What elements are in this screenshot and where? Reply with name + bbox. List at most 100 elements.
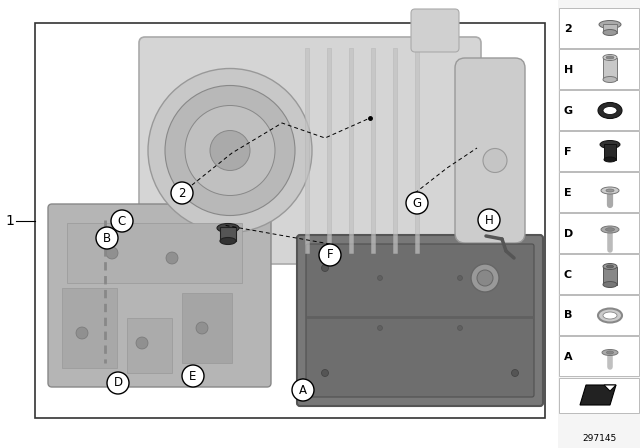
Ellipse shape [217, 224, 239, 233]
Ellipse shape [604, 157, 616, 162]
Ellipse shape [602, 349, 618, 356]
Bar [415, 48, 419, 253]
Bar [559, 90, 639, 130]
Circle shape [378, 276, 383, 280]
Circle shape [321, 264, 328, 271]
FancyBboxPatch shape [455, 58, 525, 243]
Circle shape [96, 227, 118, 249]
Bar [603, 23, 617, 33]
Ellipse shape [603, 77, 617, 82]
Bar [67, 223, 242, 283]
Bar [371, 48, 375, 253]
Ellipse shape [601, 187, 619, 194]
Circle shape [511, 370, 518, 376]
Text: C: C [564, 270, 572, 280]
Circle shape [319, 244, 341, 266]
Bar [220, 227, 236, 241]
Ellipse shape [603, 107, 617, 115]
Text: A: A [299, 383, 307, 396]
Circle shape [111, 210, 133, 232]
Bar [558, 0, 640, 448]
Text: 2: 2 [564, 23, 572, 34]
Bar [62, 288, 117, 368]
Text: 2: 2 [179, 186, 186, 199]
FancyBboxPatch shape [297, 235, 543, 406]
Text: 1: 1 [6, 214, 15, 228]
Circle shape [378, 326, 383, 331]
Ellipse shape [603, 312, 617, 319]
Ellipse shape [599, 21, 621, 29]
Ellipse shape [607, 265, 614, 268]
Circle shape [292, 379, 314, 401]
Bar [305, 48, 309, 253]
Text: A: A [564, 352, 573, 362]
Text: C: C [118, 215, 126, 228]
Circle shape [478, 209, 500, 231]
Bar [603, 267, 617, 284]
Text: E: E [189, 370, 196, 383]
Bar [604, 143, 616, 159]
Bar [559, 378, 639, 413]
FancyBboxPatch shape [139, 37, 481, 264]
Bar [603, 57, 617, 79]
Text: G: G [412, 197, 422, 210]
Text: G: G [564, 105, 573, 116]
Bar [559, 213, 639, 253]
Bar [182, 293, 232, 363]
Text: H: H [564, 65, 573, 74]
Circle shape [136, 337, 148, 349]
Text: D: D [113, 376, 123, 389]
Circle shape [471, 264, 499, 292]
Circle shape [458, 326, 463, 331]
Circle shape [406, 192, 428, 214]
Ellipse shape [603, 30, 617, 35]
Circle shape [185, 105, 275, 195]
Text: H: H [484, 214, 493, 227]
Bar [393, 48, 397, 253]
Bar [327, 48, 331, 253]
Text: 297145: 297145 [582, 434, 616, 443]
Bar [559, 336, 639, 376]
Bar [35, 23, 545, 418]
Bar [559, 131, 639, 171]
Text: B: B [564, 310, 572, 320]
Circle shape [182, 365, 204, 387]
Circle shape [210, 130, 250, 171]
Circle shape [477, 270, 493, 286]
Ellipse shape [598, 309, 622, 323]
Ellipse shape [603, 55, 617, 60]
Bar [559, 172, 639, 212]
Polygon shape [604, 385, 616, 391]
Text: F: F [564, 146, 572, 156]
Bar [127, 318, 172, 373]
Bar [559, 8, 639, 48]
Ellipse shape [605, 228, 614, 231]
Circle shape [458, 276, 463, 280]
Polygon shape [580, 385, 616, 405]
FancyBboxPatch shape [306, 244, 534, 397]
Bar [559, 49, 639, 89]
Ellipse shape [607, 351, 614, 354]
Ellipse shape [601, 226, 619, 233]
Ellipse shape [220, 237, 236, 245]
Ellipse shape [603, 263, 617, 270]
Circle shape [148, 69, 312, 233]
Circle shape [196, 322, 208, 334]
Ellipse shape [598, 103, 622, 119]
Circle shape [107, 372, 129, 394]
Ellipse shape [606, 56, 614, 59]
FancyBboxPatch shape [48, 204, 271, 387]
Bar [349, 48, 353, 253]
FancyBboxPatch shape [411, 9, 459, 52]
Text: F: F [326, 249, 333, 262]
Text: D: D [564, 228, 573, 238]
Circle shape [76, 327, 88, 339]
Text: E: E [564, 188, 572, 198]
Text: B: B [103, 232, 111, 245]
Ellipse shape [603, 281, 617, 288]
Ellipse shape [600, 141, 620, 148]
Circle shape [483, 148, 507, 172]
Circle shape [165, 86, 295, 215]
Circle shape [171, 182, 193, 204]
Circle shape [321, 370, 328, 376]
